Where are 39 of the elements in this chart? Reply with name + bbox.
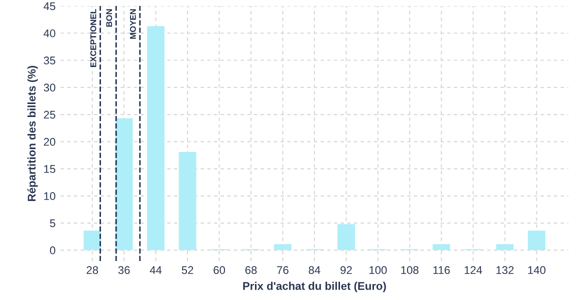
x-tick-label: 116 <box>433 266 450 274</box>
x-tick-label: 108 <box>401 266 418 274</box>
y-tick-label: 40 <box>44 29 56 38</box>
y-tick-label: 45 <box>44 2 56 10</box>
y-tick-label: 20 <box>44 138 56 146</box>
y-tick-label: 0 <box>50 246 56 254</box>
x-tick-label: 100 <box>370 266 387 274</box>
y-tick-label: 25 <box>44 110 56 119</box>
x-tick-label: 84 <box>308 266 320 274</box>
bar <box>147 26 165 250</box>
ref-line-label: BON <box>106 9 112 27</box>
y-tick-label: 35 <box>44 56 56 64</box>
x-tick-label: 76 <box>277 266 288 274</box>
x-axis-title: Prix d'achat du billet (Euro) <box>243 282 386 292</box>
y-tick-label: 30 <box>44 84 56 92</box>
x-tick-label: 60 <box>214 266 226 274</box>
bar <box>274 244 292 250</box>
x-tick-label: 124 <box>464 266 482 274</box>
bar <box>178 152 196 250</box>
y-tick-label: 5 <box>50 219 56 228</box>
x-tick-label: 132 <box>496 266 514 274</box>
x-tick-label: 52 <box>182 266 194 274</box>
x-tick-label: 92 <box>340 266 352 274</box>
x-tick-label: 44 <box>150 266 162 274</box>
y-tick-label: 10 <box>44 192 56 200</box>
x-tick-label: 36 <box>118 266 130 274</box>
bar <box>528 230 546 250</box>
y-tick-label: 15 <box>44 165 56 173</box>
bar <box>496 244 514 250</box>
ref-line-label: MOYEN <box>130 9 136 39</box>
x-tick-label: 140 <box>528 266 546 274</box>
bar <box>115 118 133 250</box>
ref-line-label: EXCEPTIONEL <box>90 8 96 67</box>
bar <box>84 230 102 250</box>
x-tick-label: 68 <box>245 266 257 274</box>
bar <box>337 224 355 250</box>
y-axis-title: Répartition des billets (%) <box>27 66 38 201</box>
bar <box>432 244 450 250</box>
x-tick-label: 28 <box>86 266 98 274</box>
